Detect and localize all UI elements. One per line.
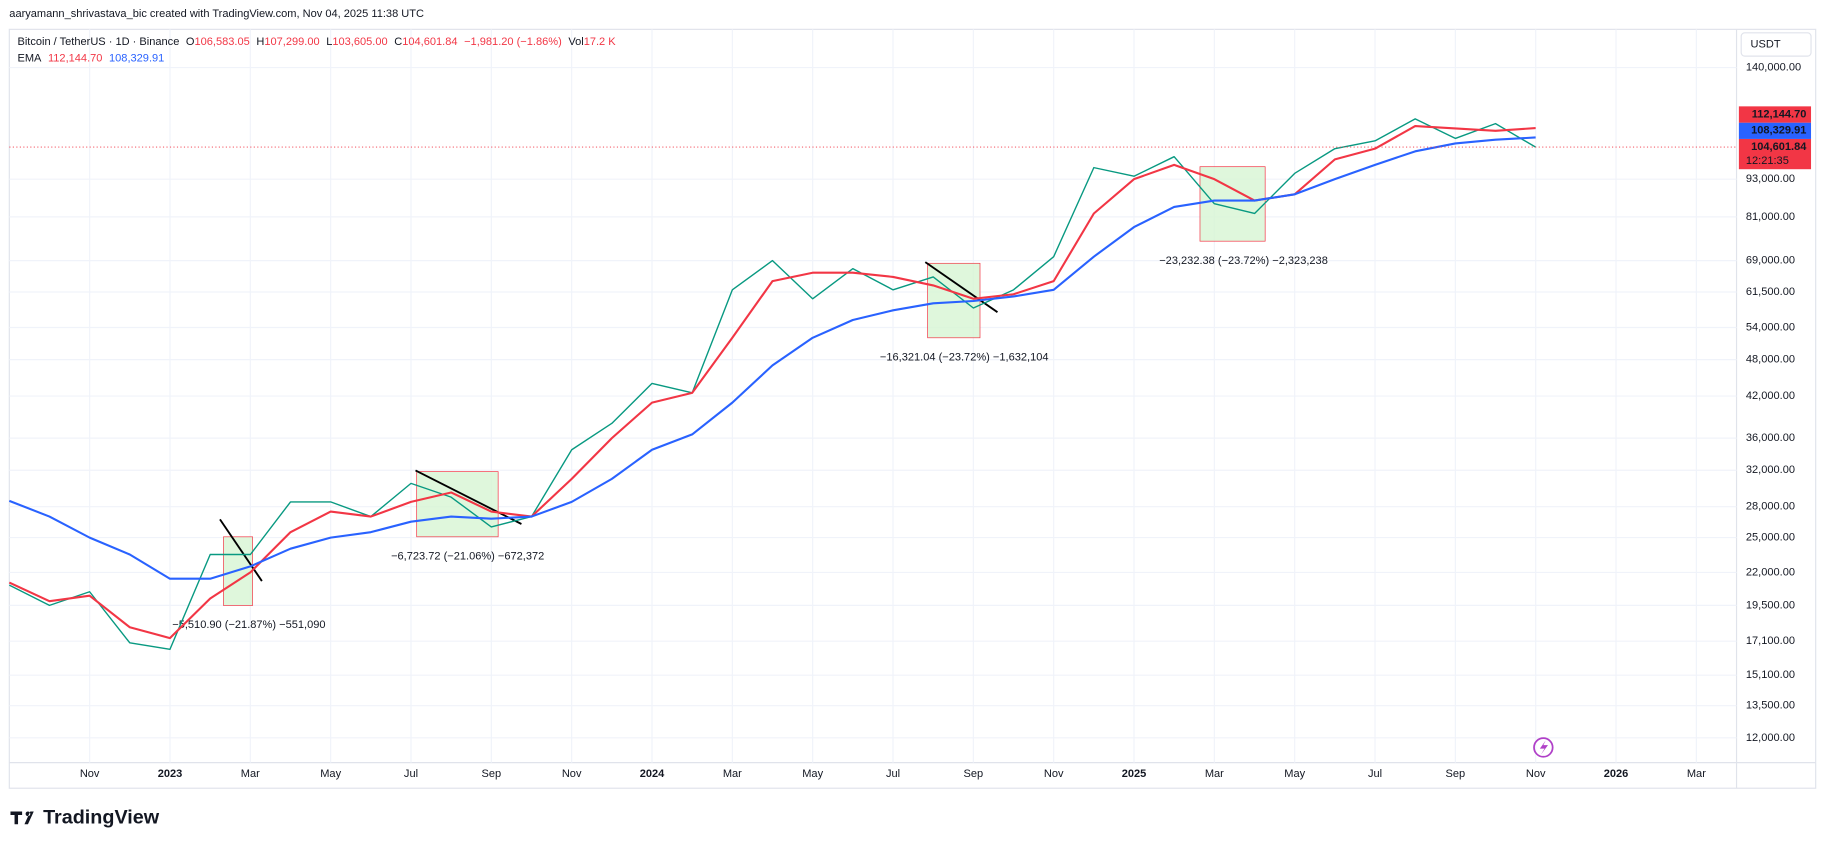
alert-icon[interactable] [1533, 737, 1554, 758]
y-tick-label: 12,000.00 [1746, 732, 1795, 744]
price-tag [1738, 138, 1812, 170]
price-tag-label: 104,601.84 [1751, 141, 1807, 153]
x-tick-label: May [320, 768, 341, 780]
chart-frame [8, 28, 1817, 789]
measurements: −5,510.90 (−21.87%) −551,090 −6,723.72 (… [172, 166, 1328, 631]
y-tick-label: 54,000.00 [1746, 321, 1795, 333]
grid [9, 29, 1737, 763]
ema-slow-value: 108,329.91 [109, 52, 164, 64]
logo: TradingView [10, 807, 160, 829]
y-tick-label: 69,000.00 [1746, 255, 1795, 267]
y-tick-label: 13,500.00 [1746, 700, 1795, 712]
trend-line [924, 261, 998, 313]
x-tick-label: 2025 [1122, 768, 1147, 780]
y-tick-label: 25,000.00 [1746, 532, 1795, 544]
countdown: 12:21:35 [1746, 155, 1789, 167]
price-tag-label: 108,329.91 [1751, 125, 1806, 137]
legend-ohlc: Bitcoin / TetherUS · 1D · Binance O106,5… [17, 36, 616, 48]
x-tick-label: Sep [1446, 768, 1466, 780]
y-tick-label: 15,100.00 [1746, 669, 1795, 681]
logo-text: TradingView [43, 807, 160, 829]
y-tick-label: 28,000.00 [1746, 501, 1795, 513]
y-tick-label: 19,500.00 [1746, 599, 1795, 611]
volume: 17.2 K [584, 36, 617, 48]
y-tick-label: 36,000.00 [1746, 432, 1795, 444]
x-tick-label: May [1284, 768, 1305, 780]
price-line [8, 118, 1537, 651]
trend-line [415, 469, 522, 525]
y-tick-label: 48,000.00 [1746, 354, 1795, 366]
price-tag [1738, 106, 1812, 123]
alert-bolt[interactable] [1539, 740, 1548, 755]
x-tick-label: Mar [1687, 768, 1706, 780]
measure-label: −16,321.04 (−23.72%) −1,632,104 [880, 351, 1049, 363]
x-tick-label: Mar [1205, 768, 1224, 780]
measure-label: −23,232.38 (−23.72%) −2,323,238 [1159, 255, 1328, 267]
low: 103,605.00 [332, 36, 387, 48]
x-tick-label: Sep [964, 768, 984, 780]
x-tick-label: Nov [562, 768, 582, 780]
change: −1,981.20 (−1.86%) [464, 36, 562, 48]
y-tick-label: 42,000.00 [1746, 390, 1795, 402]
close: 104,601.84 [402, 36, 457, 48]
x-tick-label: Jul [404, 768, 418, 780]
currency[interactable]: USDT [1751, 38, 1781, 50]
y-tick-label: 17,100.00 [1746, 635, 1795, 647]
x-tick-label: Mar [241, 768, 260, 780]
x-tick-label: 2026 [1604, 768, 1629, 780]
x-tick-label: Nov [1526, 768, 1546, 780]
x-tick-label: May [802, 768, 823, 780]
measure-label: −5,510.90 (−21.87%) −551,090 [172, 619, 325, 631]
open: 106,583.05 [195, 36, 250, 48]
measure-box [416, 471, 499, 538]
close-key: C [394, 36, 402, 48]
y-tick-label: 81,000.00 [1746, 211, 1795, 223]
legend-ema: EMA 112,144.70 108,329.91 [17, 52, 164, 64]
low-key: L [326, 36, 332, 48]
y-tick-label: 61,500.00 [1746, 286, 1795, 298]
open-key: O [186, 36, 195, 48]
trend-line [219, 518, 263, 582]
logo-mark [10, 811, 34, 825]
y-tick-label: 22,000.00 [1746, 566, 1795, 578]
high: 107,299.00 [264, 36, 319, 48]
x-tick-label: Nov [1044, 768, 1064, 780]
measure-label: −6,723.72 (−21.06%) −672,372 [391, 551, 544, 563]
volume-key: Vol [568, 36, 583, 48]
symbol: Bitcoin / TetherUS · 1D · Binance [17, 36, 179, 48]
price-tag-label: 112,144.70 [1752, 108, 1807, 120]
ema-fast-value: 112,144.70 [48, 52, 102, 64]
price-tag [1738, 122, 1812, 139]
high-key: H [256, 36, 264, 48]
x-tick-label: Jul [1368, 768, 1382, 780]
x-tick-label: Sep [482, 768, 502, 780]
attribution: aaryamann_shrivastava_bic created with T… [9, 8, 424, 20]
x-tick-label: 2024 [640, 768, 665, 780]
plot [8, 118, 1737, 651]
currency-button[interactable] [1740, 32, 1812, 57]
x-tick-label: Jul [886, 768, 900, 780]
ema-key: EMA [17, 52, 42, 64]
ema-line [8, 136, 1536, 580]
x-tick-label: 2023 [158, 768, 183, 780]
y-tick-label: 32,000.00 [1746, 464, 1795, 476]
x-tick-label: Mar [723, 768, 742, 780]
y-tick-label: 140,000.00 [1746, 61, 1801, 73]
x-tick-label: Nov [80, 768, 100, 780]
measure-box [1199, 166, 1266, 242]
y-tick-label: 93,000.00 [1746, 173, 1795, 185]
alert-ring[interactable] [1533, 737, 1554, 758]
